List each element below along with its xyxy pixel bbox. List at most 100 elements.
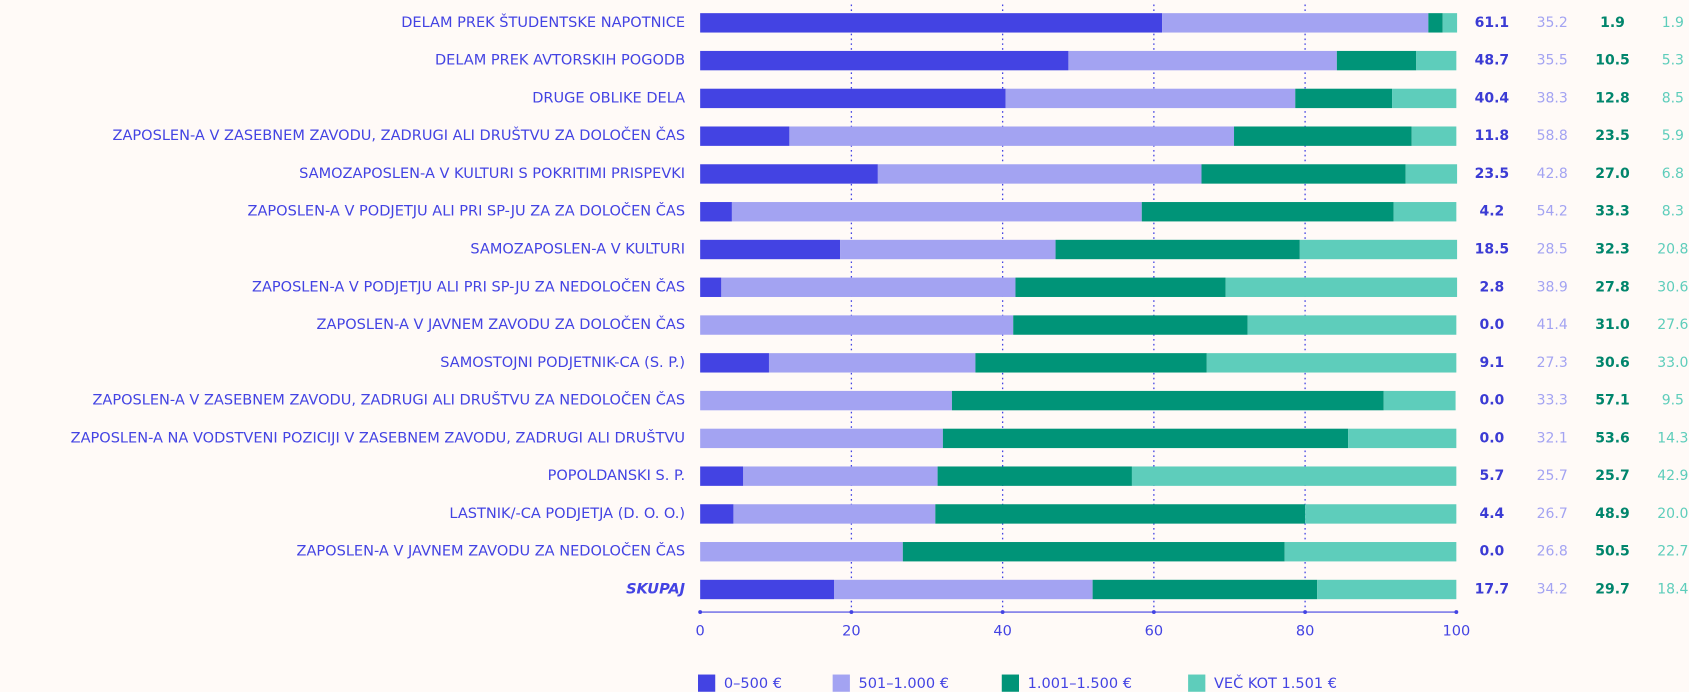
value-label: 8.3	[1662, 204, 1684, 220]
category-label: SAMOZAPOSLEN-A V KULTURI	[470, 242, 685, 258]
category-label: SAMOZAPOSLEN-A V KULTURI S POKRITIMI PRI…	[299, 166, 685, 182]
bar-segment	[975, 353, 1207, 373]
legend-swatch	[1001, 674, 1020, 692]
value-label: 10.5	[1595, 53, 1630, 69]
category-label: ZAPOSLEN-A NA VODSTVENI POZICIJI V ZASEB…	[71, 428, 685, 446]
bar-segment	[840, 239, 1056, 260]
value-label: 40.4	[1475, 90, 1510, 106]
value-label: 32.1	[1537, 430, 1568, 446]
bar-segment	[700, 126, 790, 146]
bar-segment	[937, 466, 1132, 486]
bar-segment	[1092, 579, 1318, 600]
bar-segment	[1013, 315, 1248, 335]
bar-segment	[700, 239, 841, 260]
value-label: 50.5	[1595, 544, 1630, 560]
bar-segment	[935, 504, 1306, 524]
legend-label: 0–500 €	[724, 676, 782, 692]
value-label: 5.9	[1662, 128, 1684, 144]
value-label: 33.3	[1595, 204, 1630, 220]
bar-segment	[1428, 13, 1443, 33]
value-label: 38.9	[1537, 279, 1568, 295]
bar-segment	[1284, 542, 1457, 562]
category-label: DRUGE OBLIKE DELA	[532, 90, 685, 106]
value-label: 27.3	[1537, 355, 1568, 371]
bar-segment	[700, 579, 835, 600]
bar-segment	[733, 504, 936, 524]
legend-swatch	[698, 674, 716, 692]
value-label: 26.8	[1537, 544, 1568, 560]
value-label: 53.6	[1595, 430, 1630, 446]
legend-label: 1.001–1.500 €	[1028, 676, 1132, 692]
value-label: 12.8	[1595, 90, 1630, 106]
value-label: 31.0	[1595, 317, 1630, 333]
bar-segment	[1247, 315, 1457, 335]
value-label: 1.9	[1662, 15, 1684, 31]
bar-segment	[942, 428, 1349, 449]
bar-segment	[1383, 390, 1456, 411]
legend-label: VEČ KOT 1.501 €	[1214, 674, 1337, 692]
bar-segment	[700, 466, 744, 486]
value-label: 4.2	[1479, 204, 1504, 220]
value-label: 9.1	[1479, 355, 1504, 371]
bar-segment	[1393, 202, 1457, 222]
category-label: ZAPOSLEN-A V ZASEBNEM ZAVODU, ZADRUGI AL…	[113, 126, 686, 144]
bar-segment	[877, 164, 1202, 184]
value-label: 30.6	[1657, 279, 1688, 295]
bar-segment	[1131, 466, 1457, 486]
category-label: POPOLDANSKI S. P.	[548, 468, 685, 484]
category-label: ZAPOSLEN-A V PODJETJU ALI PRI SP-JU ZA Z…	[248, 202, 686, 220]
value-label: 20.8	[1657, 242, 1688, 258]
bar-segment	[700, 390, 952, 411]
value-label: 34.2	[1537, 581, 1568, 597]
bar-segment	[700, 164, 878, 184]
x-tick-label: 60	[1145, 623, 1164, 639]
bar-segment	[834, 579, 1093, 600]
value-label: 11.8	[1475, 128, 1510, 144]
bar-segment	[700, 202, 732, 222]
value-label: 6.8	[1662, 166, 1684, 182]
value-label: 0.0	[1479, 317, 1504, 333]
bar-segment	[700, 13, 1163, 33]
value-label: 2.8	[1479, 279, 1504, 295]
value-label: 57.1	[1595, 393, 1630, 409]
value-label: 38.3	[1537, 90, 1568, 106]
value-label: 0.0	[1479, 544, 1504, 560]
value-label: 27.8	[1595, 279, 1630, 295]
x-tick-label: 100	[1442, 623, 1470, 639]
bar-segment	[1405, 164, 1458, 184]
bar-segment	[1206, 353, 1457, 373]
bar-segment	[1068, 50, 1337, 71]
legend-swatch	[1188, 674, 1206, 692]
bar-segment	[1162, 13, 1429, 33]
value-label: 27.0	[1595, 166, 1630, 182]
value-label: 35.2	[1537, 15, 1568, 31]
value-label: 1.9	[1600, 15, 1625, 31]
value-label: 30.6	[1595, 355, 1630, 371]
value-label: 17.7	[1475, 581, 1510, 597]
bar-segment	[768, 353, 976, 373]
value-label: 22.7	[1657, 544, 1688, 560]
x-tick-label: 40	[993, 623, 1012, 639]
bar-segment	[1416, 50, 1457, 71]
value-label: 27.6	[1657, 317, 1688, 333]
value-label: 33.3	[1537, 393, 1568, 409]
value-label: 5.7	[1479, 468, 1504, 484]
category-label: LASTNIK/-CA PODJETJA (D. O. O.)	[449, 506, 685, 522]
bar-segment	[1055, 239, 1300, 260]
category-label: DELAM PREK AVTORSKIH POGODB	[435, 53, 685, 69]
bar-segment	[951, 390, 1384, 411]
category-label: ZAPOSLEN-A V JAVNEM ZAVODU ZA NEDOLOČEN …	[297, 542, 686, 560]
x-tick-label: 20	[842, 623, 861, 639]
bar-segment	[789, 126, 1235, 146]
value-label: 28.5	[1537, 242, 1568, 258]
value-label: 32.3	[1595, 242, 1630, 258]
category-label: ZAPOSLEN-A V ZASEBNEM ZAVODU, ZADRUGI AL…	[92, 391, 685, 409]
value-label: 23.5	[1475, 166, 1510, 182]
value-label: 4.4	[1479, 506, 1504, 522]
value-label: 25.7	[1537, 468, 1568, 484]
bar-segment	[1015, 277, 1226, 297]
bar-segment	[700, 277, 722, 297]
category-label: DELAM PREK ŠTUDENTSKE NAPOTNICE	[401, 13, 685, 31]
bar-segment	[731, 202, 1142, 222]
